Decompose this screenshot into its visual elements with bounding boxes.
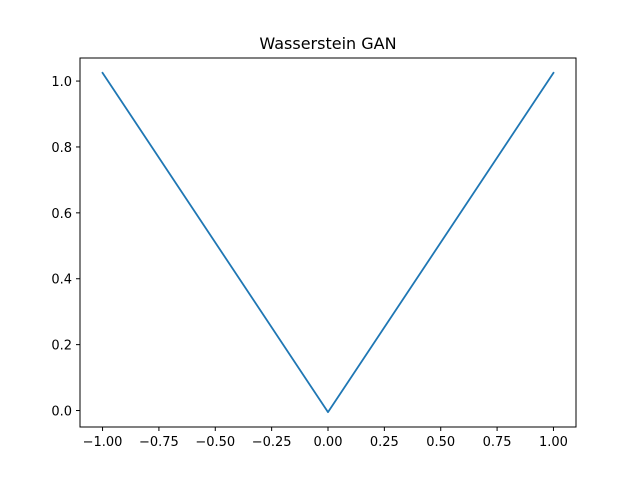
plot-area (101, 71, 555, 414)
x-tick-label: 0.50 (426, 435, 455, 450)
y-tick-label: 0.4 (51, 273, 72, 288)
y-tick-label: 0.2 (51, 339, 72, 354)
axes-frame (79, 57, 577, 428)
y-axis: 0.0 0.2 0.4 0.6 0.8 1.0 (51, 75, 80, 420)
x-tick-label: 0.00 (314, 435, 343, 450)
x-tick-label: 0.75 (483, 435, 512, 450)
y-tick-label: 0.6 (51, 207, 72, 222)
y-tick-label: 0.0 (51, 405, 72, 420)
x-tick-label: −0.75 (139, 435, 179, 450)
x-tick-label: −1.00 (83, 435, 123, 450)
y-tick-label: 0.8 (51, 141, 72, 156)
x-axis: −1.00 −0.75 −0.50 −0.25 0.00 0.25 0.50 0.75 1.00 (83, 427, 568, 450)
y-tick-label: 1.0 (51, 75, 72, 90)
chart-title: Wasserstein GAN (259, 34, 396, 53)
x-tick-label: 0.25 (370, 435, 399, 450)
series-line (101, 71, 555, 414)
x-tick-label: −0.25 (252, 435, 292, 450)
x-tick-label: −0.50 (195, 435, 235, 450)
x-tick-label: 1.00 (539, 435, 568, 450)
